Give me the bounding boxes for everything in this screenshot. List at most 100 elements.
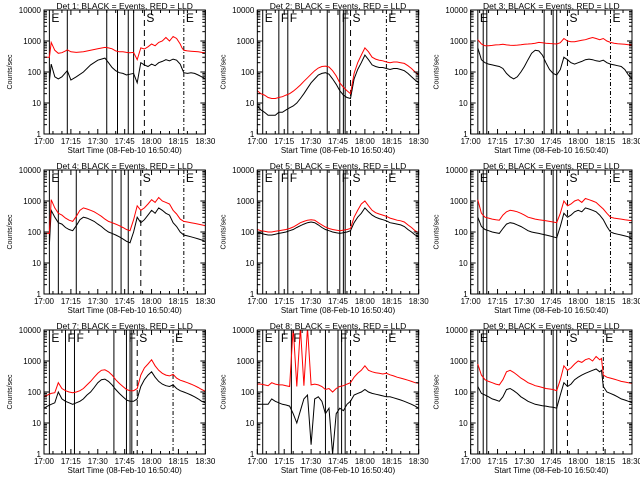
y-tick-label: 10000 (19, 326, 42, 335)
event-marker-label: E (265, 11, 273, 25)
detector-panel-1: E S E 1 10 100 1000 10000 17:00 17:15 17:30 17:45 18… (7, 1, 216, 155)
lld-series-line (257, 330, 419, 393)
y-tick-label: 1000 (237, 357, 255, 366)
x-tick-label: 17:45 (115, 457, 136, 466)
y-tick-label: 10000 (19, 6, 42, 15)
event-marker-label: E (265, 171, 273, 185)
y-tick-label: 1 (250, 450, 255, 459)
x-tick-label: 17:00 (461, 457, 482, 466)
y-tick-label: 10000 (232, 6, 255, 15)
y-tick-label: 100 (241, 388, 255, 397)
x-tick-label: 18:30 (195, 457, 216, 466)
event-marker-label: E (480, 11, 488, 25)
y-tick-label: 1 (463, 450, 468, 459)
x-tick-label: 17:00 (461, 297, 482, 306)
x-tick-label: 18:00 (142, 297, 163, 306)
x-tick-label: 17:15 (274, 297, 295, 306)
x-tick-label: 17:30 (301, 297, 322, 306)
x-tick-label: 17:30 (88, 137, 109, 146)
y-tick-label: 1000 (237, 37, 255, 46)
y-tick-label: 1 (37, 130, 42, 139)
events-series-line (257, 388, 419, 454)
x-axis-label: Start Time (08-Feb-10 16:50:40) (68, 466, 183, 475)
x-tick-label: 17:45 (115, 137, 136, 146)
plot-frame (256, 169, 420, 295)
y-tick-label: 100 (241, 68, 255, 77)
y-tick-label: 1000 (450, 197, 468, 206)
x-tick-label: 17:30 (514, 457, 535, 466)
x-tick-label: 18:30 (195, 297, 216, 306)
event-marker-label: E (612, 11, 620, 25)
x-tick-label: 17:45 (328, 297, 349, 306)
x-tick-label: 18:30 (622, 457, 640, 466)
x-tick-label: 18:15 (382, 137, 403, 146)
x-axis-label: Start Time (08-Feb-10 16:50:40) (68, 306, 183, 315)
detector-panel-2: EFFFSE11010010001000017:0017:1517:3017:4… (220, 1, 429, 155)
events-series-line (48, 57, 206, 85)
event-marker-label: S (569, 11, 577, 25)
event-marker-label: F (290, 11, 297, 25)
events-series-line (477, 368, 632, 409)
y-tick-label: 10 (32, 259, 41, 268)
y-tick-label: 1000 (237, 197, 255, 206)
y-tick-label: 10 (245, 99, 254, 108)
y-tick-label: 1000 (450, 37, 468, 46)
y-tick-label: 10 (459, 419, 468, 428)
x-tick-label: 17:45 (541, 457, 562, 466)
y-tick-label: 100 (241, 228, 255, 237)
detector-panel-9: E S E 1 10 100 1000 10000 17:00 17:15 17:30 17:45 18… (434, 321, 640, 475)
x-tick-label: 17:30 (88, 457, 109, 466)
x-tick-label: 17:15 (488, 297, 509, 306)
event-marker-label: S (146, 11, 154, 25)
y-tick-label: 10000 (445, 326, 468, 335)
y-tick-label: 10 (32, 419, 41, 428)
events-series-line (257, 54, 419, 116)
x-tick-label: 18:15 (595, 137, 616, 146)
y-axis-label: Counts/sec (220, 214, 227, 250)
y-axis-label: Counts/sec (434, 374, 441, 410)
event-marker-label: E (605, 331, 613, 345)
event-marker-label: F (290, 171, 297, 185)
event-marker-label: S (353, 171, 361, 185)
event-marker-label: F (293, 331, 300, 345)
x-tick-label: 17:45 (115, 297, 136, 306)
lld-series-line (477, 197, 632, 224)
y-tick-label: 10000 (445, 166, 468, 175)
x-tick-label: 17:00 (34, 457, 55, 466)
x-axis-label: Start Time (08-Feb-10 16:50:40) (281, 466, 396, 475)
y-tick-label: 10000 (19, 166, 42, 175)
panel-title: Det 5: BLACK = Events, RED = LLD (270, 161, 407, 171)
event-marker-label: E (265, 331, 273, 345)
y-tick-label: 1 (463, 130, 468, 139)
x-tick-label: 17:30 (514, 137, 535, 146)
event-marker-label: F (68, 331, 75, 345)
events-series-line (257, 207, 419, 238)
y-tick-label: 10 (245, 259, 254, 268)
lld-series-line (257, 47, 419, 99)
event-marker-label: E (612, 171, 620, 185)
y-tick-label: 100 (454, 228, 468, 237)
x-tick-label: 17:45 (541, 297, 562, 306)
x-tick-label: 18:00 (142, 457, 163, 466)
x-tick-label: 18:15 (382, 297, 403, 306)
x-axis-label: Start Time (08-Feb-10 16:50:40) (68, 146, 183, 155)
event-marker-label: E (51, 171, 59, 185)
x-tick-label: 17:00 (247, 297, 268, 306)
panel-title: Det 8: BLACK = Events, RED = LLD (270, 321, 407, 331)
panel-title: Det 7: BLACK = Events, RED = LLD (56, 321, 193, 331)
x-tick-label: 18:15 (595, 457, 616, 466)
events-series-line (48, 207, 206, 245)
x-tick-label: 18:15 (595, 297, 616, 306)
y-tick-label: 10 (459, 99, 468, 108)
x-tick-label: 17:45 (541, 137, 562, 146)
panel-title: Det 3: BLACK = Events, RED = LLD (483, 1, 620, 11)
y-tick-label: 1 (463, 290, 468, 299)
x-tick-label: 17:00 (247, 457, 268, 466)
x-tick-label: 18:00 (568, 297, 589, 306)
event-marker-label: E (480, 331, 488, 345)
panel-title: Det 2: BLACK = Events, RED = LLD (270, 1, 407, 11)
x-tick-label: 18:30 (622, 297, 640, 306)
event-marker-label: E (388, 171, 396, 185)
lld-series-line (44, 358, 206, 398)
event-marker-label: E (175, 331, 183, 345)
